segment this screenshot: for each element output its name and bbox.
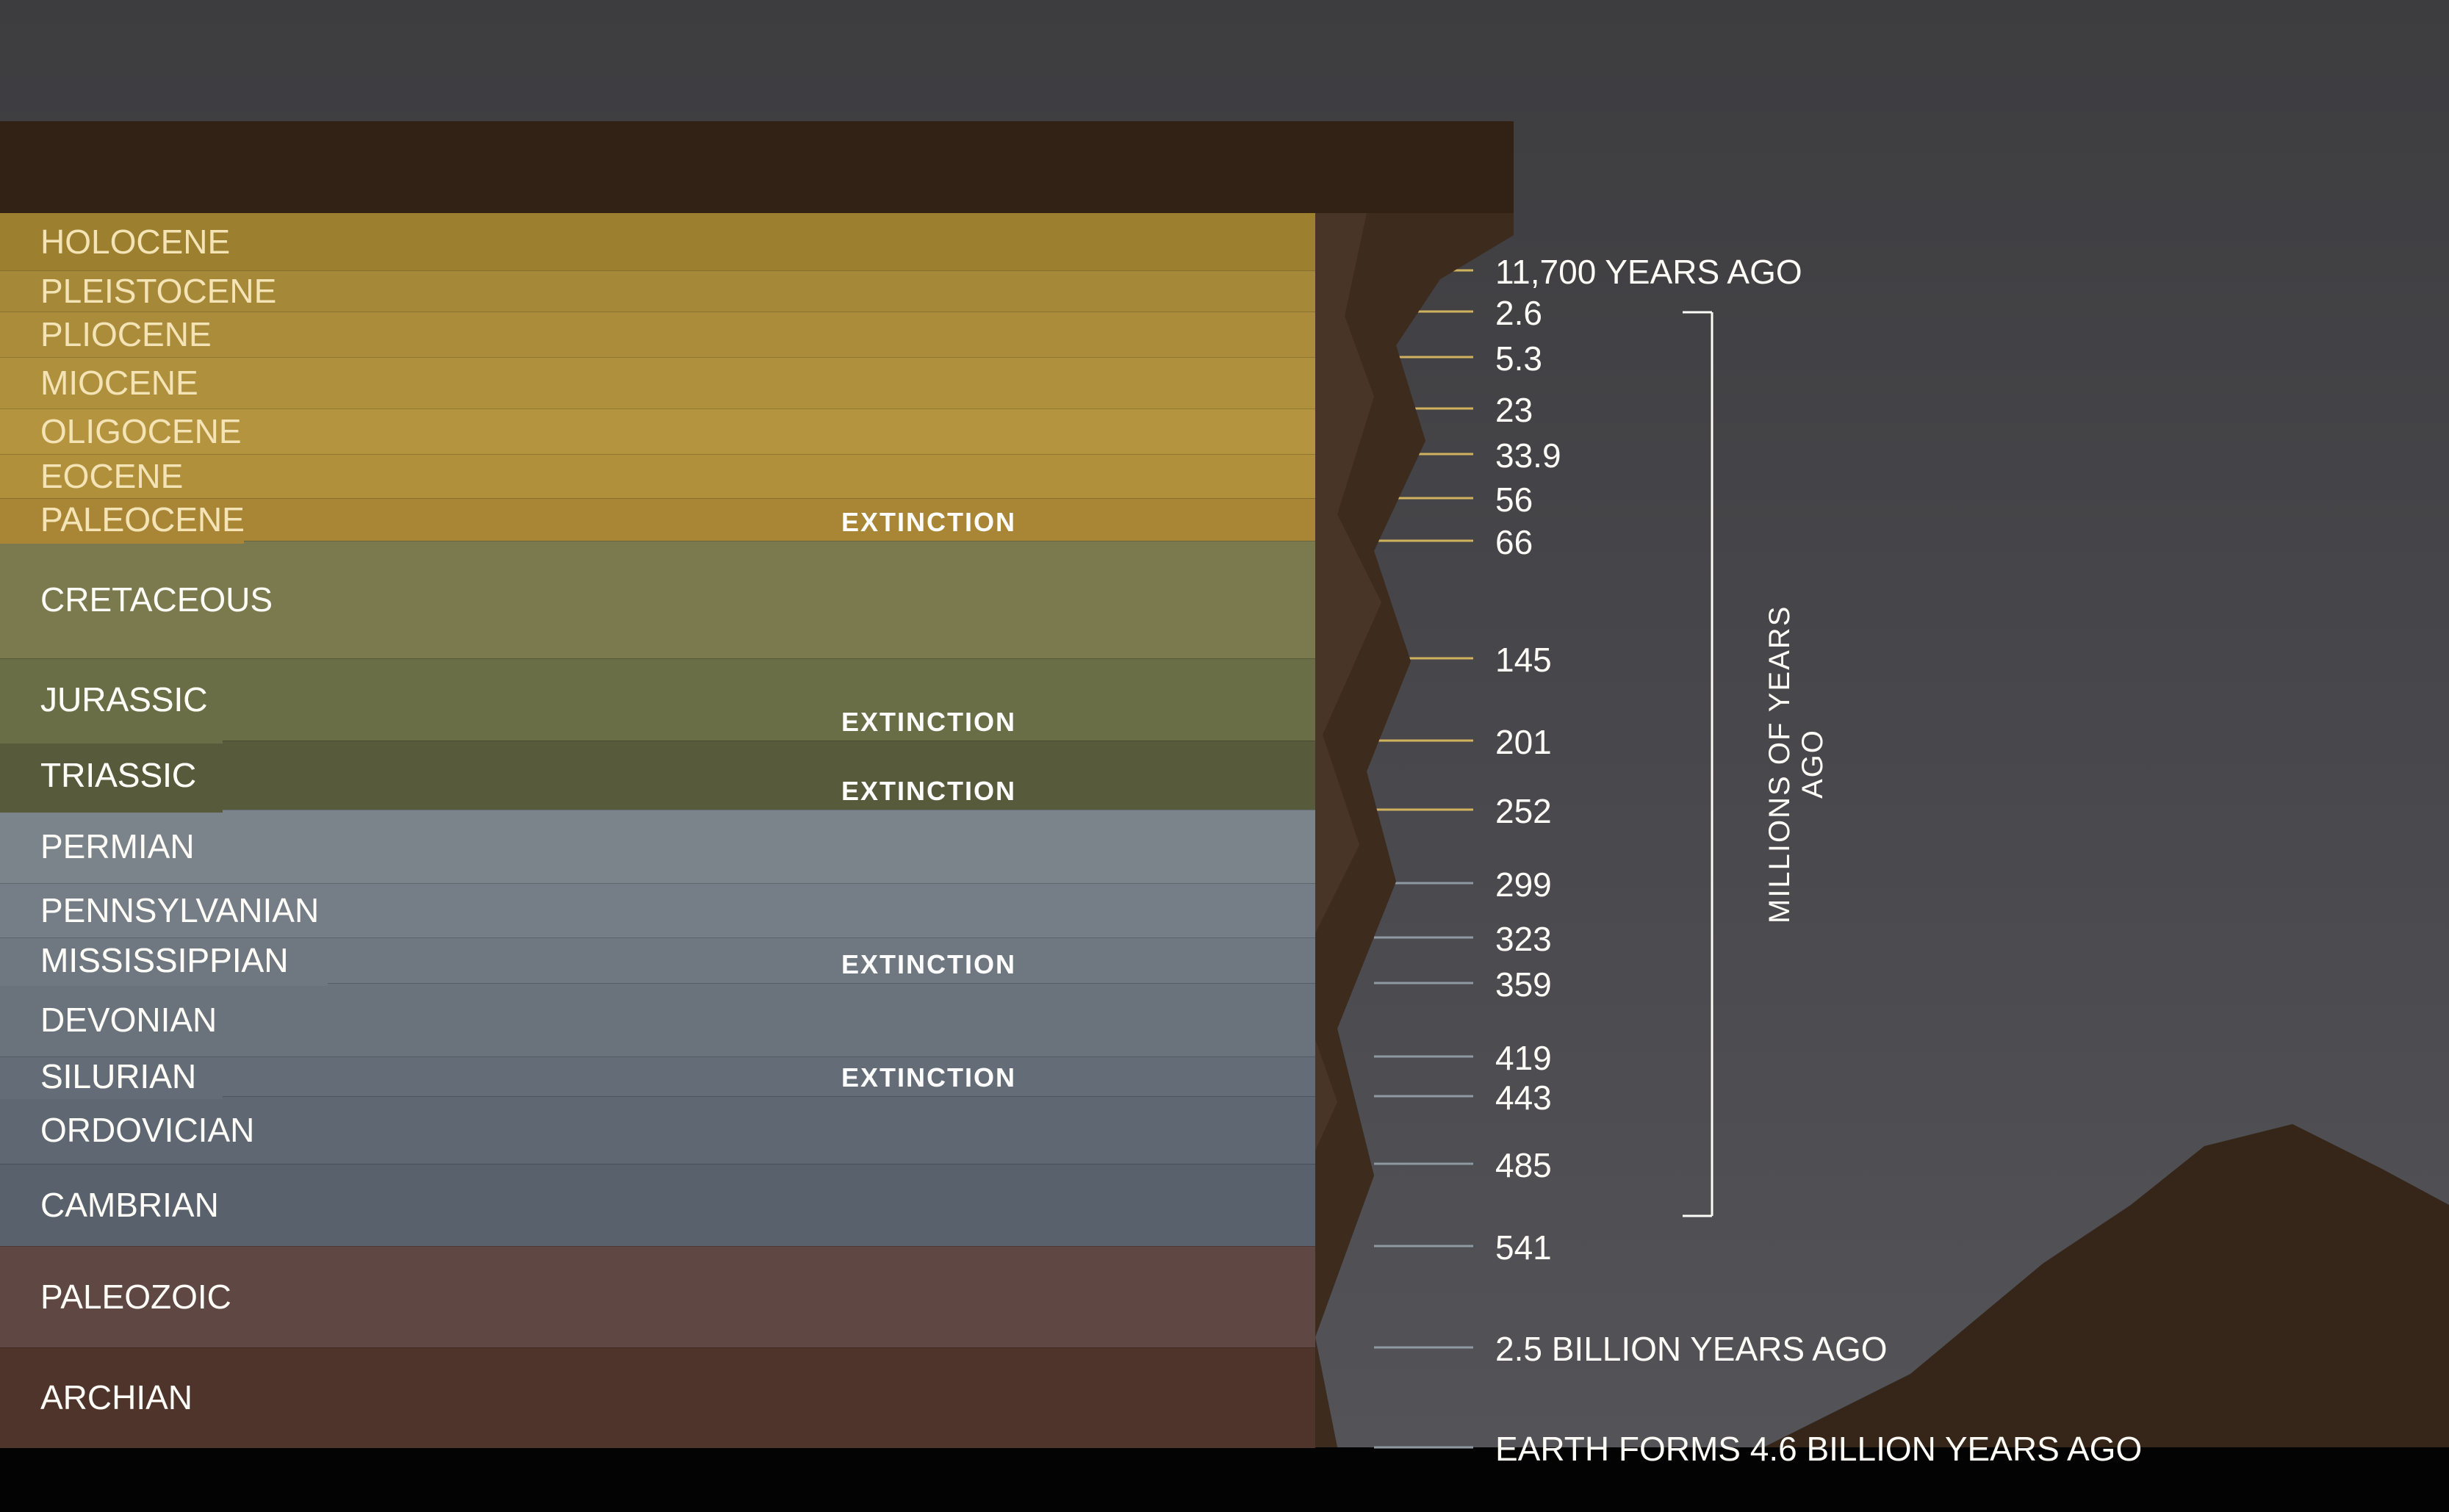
- stratum-triassic: [0, 741, 1315, 810]
- date-label: 11,700 YEARS AGO: [1495, 252, 1802, 292]
- layer-label: MIOCENE: [40, 363, 198, 403]
- date-label: 56: [1495, 480, 1533, 519]
- layer-label: EOCENE: [40, 456, 183, 496]
- layer-label: PALEOZOIC: [40, 1277, 231, 1317]
- date-label: 419: [1495, 1038, 1552, 1078]
- date-label: 299: [1495, 865, 1552, 904]
- layer-label: DEVONIAN: [40, 1000, 217, 1040]
- layer-label: PERMIAN: [40, 827, 195, 866]
- layer-label: PLEISTOCENE: [40, 271, 276, 311]
- layer-label: ARCHIAN: [40, 1378, 193, 1417]
- layer-label: CRETACEOUS: [40, 580, 273, 619]
- extinction-line-mask: [0, 738, 223, 744]
- layer-label: PENNSYLVANIAN: [40, 890, 319, 930]
- date-label: 201: [1495, 722, 1552, 762]
- stratum-eocene: [0, 454, 1315, 499]
- extinction-label: EXTINCTION: [841, 1062, 1016, 1093]
- extinction-line-mask: [0, 980, 328, 986]
- date-label: 66: [1495, 522, 1533, 562]
- stratum-permian: [0, 810, 1315, 884]
- date-label: 5.3: [1495, 339, 1542, 378]
- stratum-silurian: [0, 1056, 1315, 1097]
- date-label: 485: [1495, 1145, 1552, 1185]
- background-hill: [1763, 1124, 2449, 1447]
- layer-label-overlay: PALEOCENE: [40, 500, 245, 539]
- layer-label: OLIGOCENE: [40, 411, 242, 451]
- date-label: 359: [1495, 965, 1552, 1004]
- extinction-label: EXTINCTION: [841, 949, 1016, 980]
- layer-label: PLIOCENE: [40, 314, 212, 354]
- date-label: 23: [1495, 390, 1533, 430]
- layer-label-overlay: SILURIAN: [40, 1056, 196, 1096]
- date-label: 323: [1495, 919, 1552, 959]
- extinction-label: EXTINCTION: [841, 507, 1016, 538]
- date-label: 2.6: [1495, 293, 1542, 333]
- date-label: EARTH FORMS 4.6 BILLION YEARS AGO: [1495, 1429, 2142, 1469]
- date-label: 145: [1495, 640, 1552, 680]
- extinction-label: EXTINCTION: [841, 776, 1016, 807]
- layer-label-overlay: MISSISSIPPIAN: [40, 940, 288, 980]
- layer-label-overlay: TRIASSIC: [40, 755, 196, 795]
- layer-label: CAMBRIAN: [40, 1185, 219, 1225]
- stratum-archian: [0, 1347, 1315, 1448]
- date-label: 33.9: [1495, 436, 1561, 475]
- date-label: 443: [1495, 1078, 1552, 1117]
- extinction-line-mask: [0, 807, 223, 813]
- date-label: 2.5 BILLION YEARS AGO: [1495, 1329, 1888, 1369]
- topsoil-cap: [0, 121, 1514, 213]
- date-label: 252: [1495, 791, 1552, 831]
- geologic-strata-diagram: HOLOCENE 11,700 YEARS AGO PLEISTOCENE 2.6 PL…: [0, 0, 2449, 1512]
- date-label: 541: [1495, 1228, 1552, 1267]
- layer-label: ORDOVICIAN: [40, 1110, 254, 1150]
- layer-label-overlay: JURASSIC: [40, 680, 207, 719]
- layer-label: HOLOCENE: [40, 222, 230, 262]
- extinction-label: EXTINCTION: [841, 707, 1016, 738]
- bracket-label: MILLIONS OF YEARS AGO: [1763, 573, 1830, 955]
